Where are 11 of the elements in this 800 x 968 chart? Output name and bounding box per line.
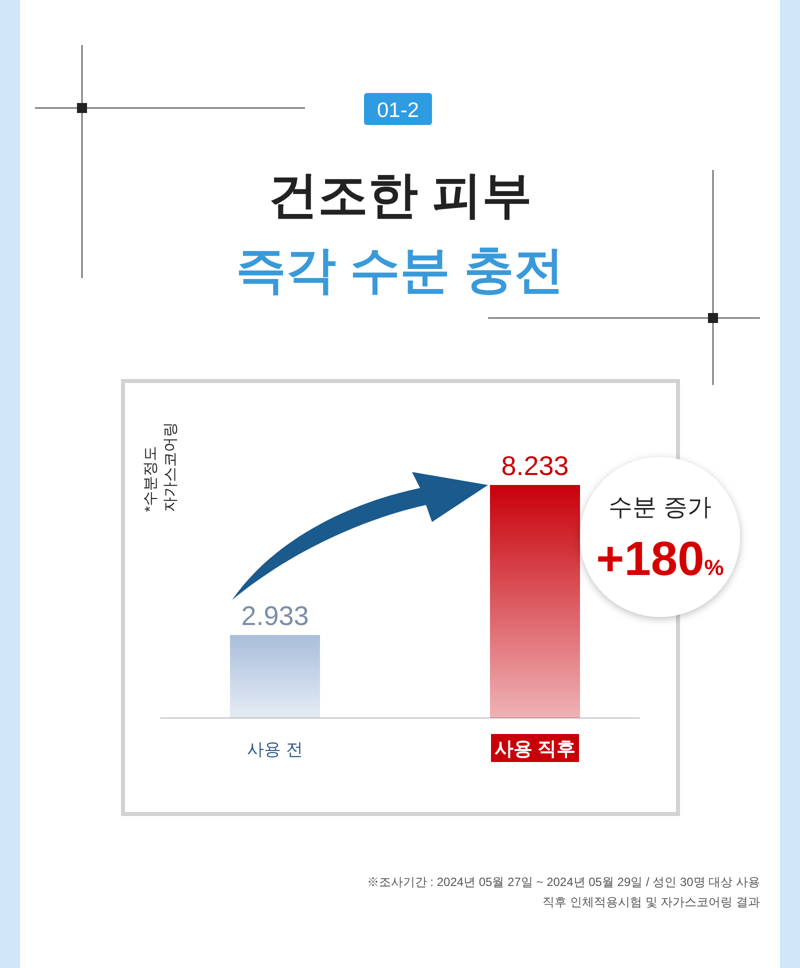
data-label: 2.933 [241, 600, 309, 631]
text: ※조사기간 : 2024년 05월 27일 ~ 2024년 05월 29일 / 성인 30명 대상 사용직후 인체적용시험 및 자가스코어링 결과 [366, 874, 760, 911]
chart-title: 건조한 피부 [268, 167, 532, 223]
chart-subtitle: 즉각 수분 충전 [236, 242, 564, 298]
annotation: *수분정도 자가스코어링 [142, 422, 179, 512]
annotation: +180% [596, 533, 724, 586]
annotation: 수분 증가 [608, 494, 712, 521]
badge: 01-2 [364, 93, 432, 125]
x-tick-label: 사용 직후 [494, 739, 576, 760]
data-label: 8.233 [501, 451, 569, 481]
x-tick-label: 사용 전 [247, 740, 303, 759]
